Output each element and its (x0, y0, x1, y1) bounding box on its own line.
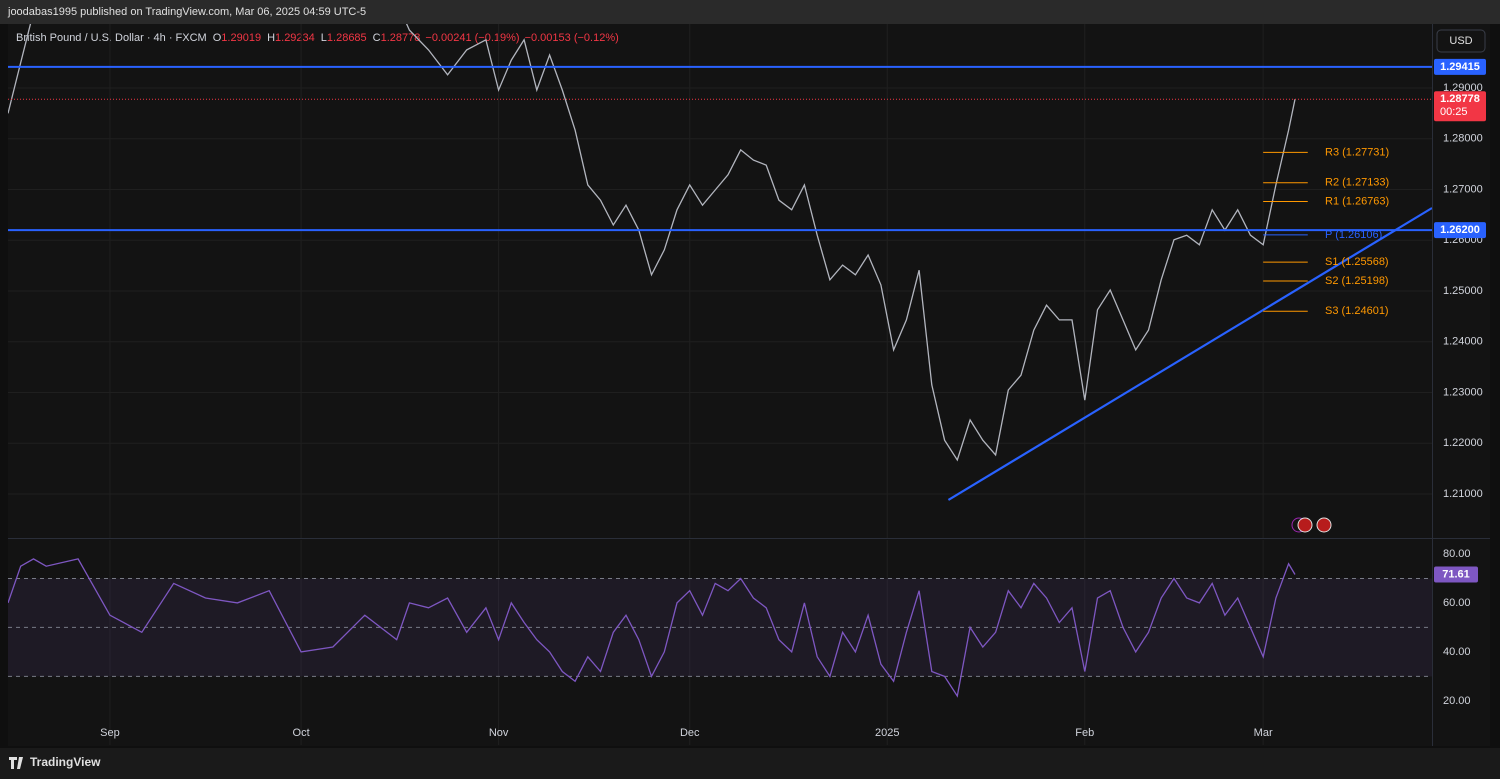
plot-background (8, 24, 1490, 746)
x-tick-label: Mar (1254, 727, 1273, 739)
price-label: 1.29415 (1440, 61, 1480, 73)
pivot-label: R1 (1.26763) (1325, 195, 1389, 207)
y-tick-label: 1.23000 (1443, 386, 1483, 398)
ohlc-legend: British Pound / U.S. Dollar · 4h · FXCM O… (16, 32, 619, 44)
y-tick-label: 1.28000 (1443, 133, 1483, 145)
y-tick-label: 20.00 (1443, 695, 1471, 707)
pivot-label: S1 (1.25568) (1325, 256, 1389, 268)
event-flag-icon[interactable] (1297, 517, 1313, 533)
ohlc-value: 1.29234 (275, 32, 315, 44)
trend-line (947, 207, 1432, 501)
ohlc-key: H (267, 32, 275, 44)
y-tick-label: 40.00 (1443, 646, 1471, 658)
header-text: joodabas1995 published on TradingView.co… (7, 6, 366, 18)
rsi-value-box (1434, 566, 1478, 583)
y-tick-label: 80.00 (1443, 548, 1471, 560)
currency-label[interactable]: USD (1449, 35, 1472, 47)
legend-title: British Pound / U.S. Dollar · 4h · FXCM (16, 32, 207, 44)
current-price-label: 1.28778 (1440, 93, 1480, 105)
ohlc-key: O (213, 32, 222, 44)
price-label-box (1434, 58, 1486, 75)
currency-button[interactable] (1436, 29, 1486, 53)
countdown-label: 00:25 (1440, 106, 1468, 118)
footer-brand[interactable]: TradingView (30, 755, 101, 769)
current-price-box (1434, 91, 1486, 122)
pivot-label: S2 (1.25198) (1325, 275, 1389, 287)
y-tick-label: 1.27000 (1443, 183, 1483, 195)
y-tick-label: 1.22000 (1443, 437, 1483, 449)
logo-icon (9, 757, 23, 769)
y-tick-label: 60.00 (1443, 597, 1471, 609)
pivot-label: R3 (1.27731) (1325, 146, 1389, 158)
pivot-label: R2 (1.27133) (1325, 177, 1389, 189)
ohlc-value: 1.29019 (221, 32, 261, 44)
pivot-label: P (1.26106) (1325, 229, 1382, 241)
x-tick-label: Dec (680, 727, 700, 739)
header-bar (0, 0, 1500, 24)
x-tick-label: 2025 (875, 727, 899, 739)
y-tick-label: 1.24000 (1443, 336, 1483, 348)
x-tick-label: Sep (100, 727, 120, 739)
ohlc-key: C (373, 32, 381, 44)
series-line (8, 24, 1296, 462)
series-line (8, 558, 1296, 698)
y-tick-label: 1.29000 (1443, 82, 1483, 94)
ohlc-value: 1.28778 (381, 32, 421, 44)
x-tick-label: Nov (489, 727, 509, 739)
change-value: −0.00241 (−0.19%) (425, 32, 519, 44)
footer-bar (0, 748, 1500, 779)
y-tick-label: 1.25000 (1443, 285, 1483, 297)
ohlc-key: L (321, 32, 327, 44)
x-tick-label: Feb (1075, 727, 1094, 739)
ohlc-value: 1.28685 (327, 32, 367, 44)
x-tick-label: Oct (293, 727, 310, 739)
price-label: 1.26200 (1440, 224, 1480, 236)
rsi-value-label: 71.61 (1442, 568, 1470, 580)
change-value: −0.00153 (−0.12%) (525, 32, 619, 44)
event-flag-icon[interactable] (1316, 517, 1332, 533)
y-tick-label: 1.21000 (1443, 488, 1483, 500)
pivot-label: S3 (1.24601) (1325, 305, 1389, 317)
price-label-box (1434, 222, 1486, 239)
